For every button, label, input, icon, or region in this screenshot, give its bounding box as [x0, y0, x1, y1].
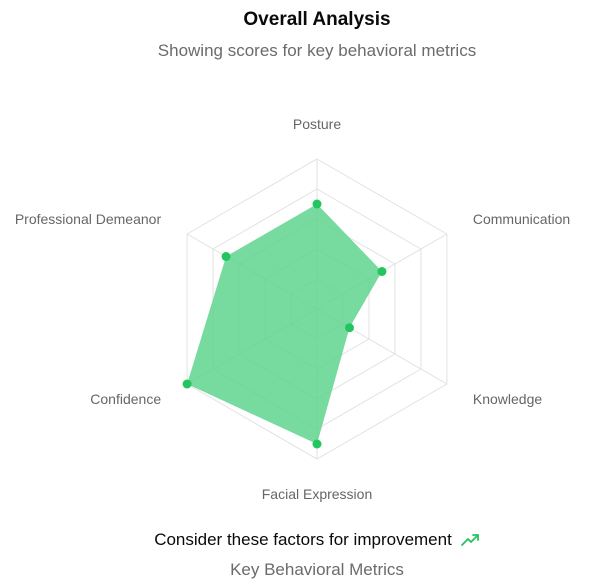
data-point-facial-expression[interactable] [312, 439, 322, 449]
data-point-professional-demeanor[interactable] [221, 252, 231, 261]
radar-axis-labels: Posture Communication Knowledge Facial Expr… [15, 116, 570, 502]
axis-label-communication: Communication [473, 211, 570, 227]
series-area [187, 204, 382, 444]
axis-label-posture: Posture [293, 116, 341, 132]
data-point-confidence[interactable] [182, 379, 192, 389]
axis-label-facial-expression: Facial Expression [262, 486, 373, 502]
data-point-knowledge[interactable] [344, 323, 354, 333]
radar-points [182, 199, 387, 449]
trending-up-icon [460, 534, 479, 546]
radar-series [187, 204, 382, 444]
metrics-caption: Key Behavioral Metrics [230, 560, 404, 579]
improvement-note: Consider these factors for improvement [0, 530, 594, 550]
improvement-text: Consider these factors for improvement [154, 530, 452, 549]
data-point-communication[interactable] [377, 267, 387, 276]
axis-label-confidence: Confidence [90, 391, 161, 407]
data-point-posture[interactable] [312, 199, 322, 209]
axis-label-knowledge: Knowledge [473, 391, 542, 407]
radar-chart: Posture Communication Knowledge Facial Expr… [15, 116, 570, 502]
axis-label-professional-demeanor: Professional Demeanor [15, 211, 162, 227]
chart-subtitle: Showing scores for key behavioral metric… [157, 41, 477, 60]
chart-title: Overall Analysis [243, 9, 391, 30]
